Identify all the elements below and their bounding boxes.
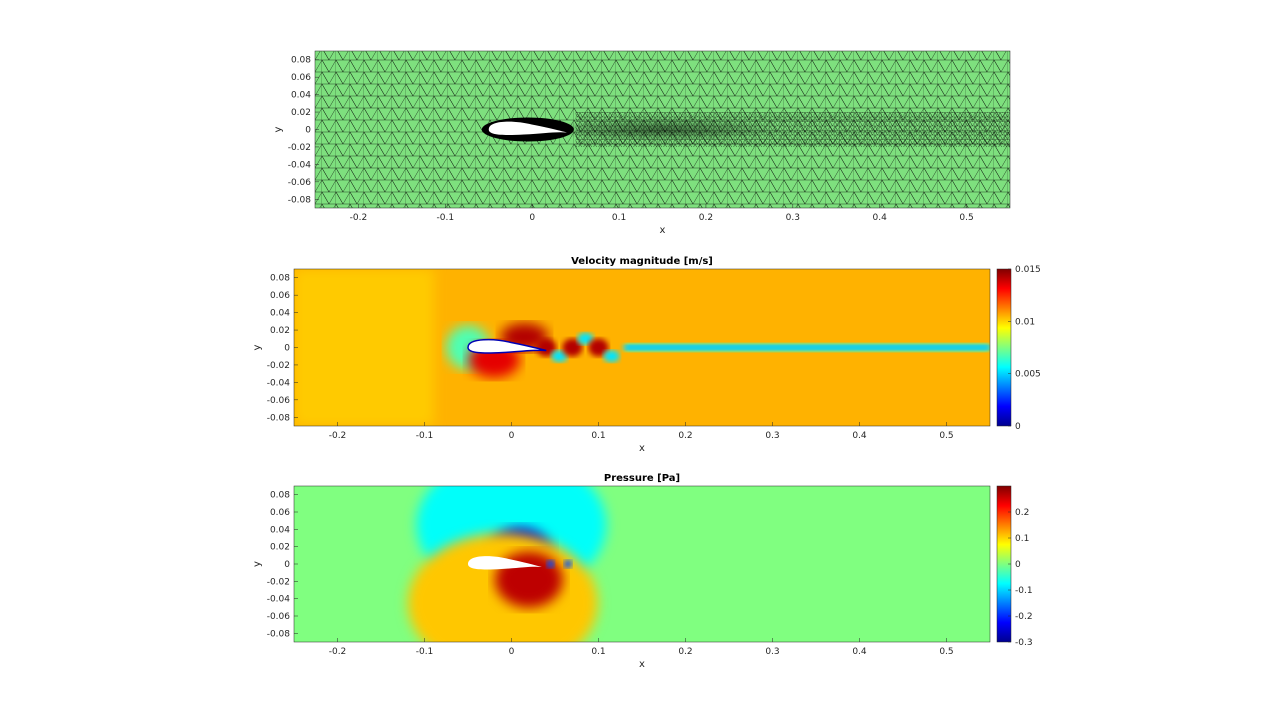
y-tick-label: 0.04 <box>270 309 290 319</box>
x-tick-label: 0.3 <box>765 647 779 657</box>
x-tick-label: 0.4 <box>852 647 867 657</box>
wake-band-inner <box>624 345 990 350</box>
y-tick-label: 0 <box>305 126 311 136</box>
x-tick-label: 0.2 <box>678 647 692 657</box>
x-tick-label: -0.2 <box>329 431 347 441</box>
vortex-core-3 <box>588 338 609 357</box>
x-tick-label: 0 <box>529 213 535 223</box>
y-tick-label: 0.02 <box>270 543 290 553</box>
y-tick-label: 0.06 <box>270 291 290 301</box>
inflow-region <box>294 269 434 426</box>
x-tick-label: -0.2 <box>350 213 368 223</box>
x-tick-label: 0 <box>509 431 515 441</box>
vortex-core-1 <box>536 338 557 357</box>
y-tick-label: -0.06 <box>267 612 291 622</box>
y-tick-label: 0.08 <box>291 56 311 66</box>
y-tick-label: -0.08 <box>288 195 312 205</box>
mesh-wake-dense <box>542 117 783 142</box>
colorbar-tick-label: 0 <box>1015 422 1021 432</box>
wake-vortex-1 <box>546 560 555 568</box>
colorbar: 0.015 0.01 0.005 0 <box>996 265 1041 432</box>
colorbar-tick-label: 0.015 <box>1015 265 1041 275</box>
plot-area <box>315 51 1010 208</box>
airfoil <box>488 121 567 135</box>
y-tick-label: 0.02 <box>291 108 311 118</box>
charts-root: -0.2 -0.1 0 0.1 0.2 0.3 0.4 0.5 0.08 0.06 0.04 0.02… <box>252 50 1041 670</box>
colorbar-gradient <box>996 268 1012 427</box>
y-tick-label: -0.04 <box>267 595 291 605</box>
y-tick-label: -0.06 <box>288 178 312 188</box>
chart-1: -0.2 -0.1 0 0.1 0.2 0.3 0.4 0.5 0.08 0.06 0.04 0.02… <box>273 50 1011 236</box>
y-tick-label: 0.04 <box>270 525 290 535</box>
x-tick-label: 0.2 <box>678 431 692 441</box>
overpressure-outer <box>407 533 598 642</box>
y-tick-label: 0.08 <box>270 491 290 501</box>
y-axis-label: y <box>252 344 263 350</box>
y-tick-label: 0.06 <box>270 508 290 518</box>
airfoil <box>468 556 542 570</box>
x-tick-label: 0.5 <box>939 647 953 657</box>
y-tick-label: 0 <box>284 344 290 354</box>
y-tick-label: -0.02 <box>267 361 290 371</box>
y-tick-label: -0.02 <box>288 143 311 153</box>
y-axis-label: y <box>273 126 284 132</box>
x-tick-label: 0.4 <box>873 213 888 223</box>
wake-vortex-2 <box>564 560 573 568</box>
x-tick-label: 0.3 <box>765 431 779 441</box>
y-tick-label: 0.08 <box>270 274 290 284</box>
x-axis-label: x <box>639 443 645 454</box>
colorbar-tick-label: 0.2 <box>1015 508 1029 518</box>
x-tick-label: -0.1 <box>416 647 434 657</box>
x-tick-label: 0.1 <box>591 431 605 441</box>
y-tick-label: -0.04 <box>288 160 312 170</box>
x-axis-label: x <box>639 659 645 670</box>
pressure-field <box>294 486 990 642</box>
y-tick-label: 0.04 <box>291 91 311 101</box>
vortex-shed-2 <box>577 332 594 345</box>
x-tick-label: 0.1 <box>591 647 605 657</box>
chart-title: Velocity magnitude [m/s] <box>571 256 713 267</box>
x-tick-label: 0.5 <box>939 431 953 441</box>
x-tick-label: 0.3 <box>786 213 800 223</box>
x-tick-label: 0 <box>509 647 515 657</box>
plot-area <box>294 269 990 426</box>
colorbar-tick-label: -0.1 <box>1015 586 1033 596</box>
colorbar: 0.2 0.1 0 -0.1 -0.2 -0.3 <box>996 485 1033 648</box>
y-tick-label: 0.06 <box>291 73 311 83</box>
x-tick-label: -0.2 <box>329 647 347 657</box>
y-tick-label: -0.02 <box>267 577 290 587</box>
y-tick-label: -0.08 <box>267 413 291 423</box>
y-tick-label: 0 <box>284 560 290 570</box>
y-tick-label: 0.02 <box>270 326 290 336</box>
y-tick-label: -0.08 <box>267 629 291 639</box>
x-tick-label: -0.1 <box>416 431 434 441</box>
colorbar-tick-label: 0.005 <box>1015 370 1041 380</box>
x-tick-label: 0.1 <box>612 213 626 223</box>
y-axis-label: y <box>252 561 263 567</box>
chart-title: Pressure [Pa] <box>604 473 680 484</box>
colorbar-tick-label: -0.3 <box>1015 638 1033 648</box>
colorbar-tick-label: 0 <box>1015 560 1021 570</box>
airfoil <box>467 338 547 354</box>
vortex-shed-3 <box>603 350 620 363</box>
x-axis-label: x <box>660 225 666 236</box>
y-tick-label: -0.06 <box>267 396 291 406</box>
y-tick-label: -0.04 <box>267 378 291 388</box>
chart-3: -0.2 -0.1 0 0.1 0.2 0.3 0.4 0.5 0.08 0.06 0.04 0.02… <box>252 473 1033 670</box>
colorbar-tick-label: -0.2 <box>1015 612 1033 622</box>
x-tick-label: 0.2 <box>699 213 713 223</box>
vortex-shed-1 <box>551 350 568 363</box>
x-tick-label: 0.4 <box>852 431 867 441</box>
plot-area <box>294 486 990 642</box>
chart-2: -0.2 -0.1 0 0.1 0.2 0.3 0.4 0.5 0.08 0.06 0.04 0.02… <box>252 256 1041 454</box>
colorbar-tick-label: 0.1 <box>1015 534 1029 544</box>
colorbar-tick-label: 0.01 <box>1015 317 1035 327</box>
x-tick-label: -0.1 <box>437 213 455 223</box>
x-tick-label: 0.5 <box>959 213 973 223</box>
vortex-core-2 <box>562 338 583 357</box>
